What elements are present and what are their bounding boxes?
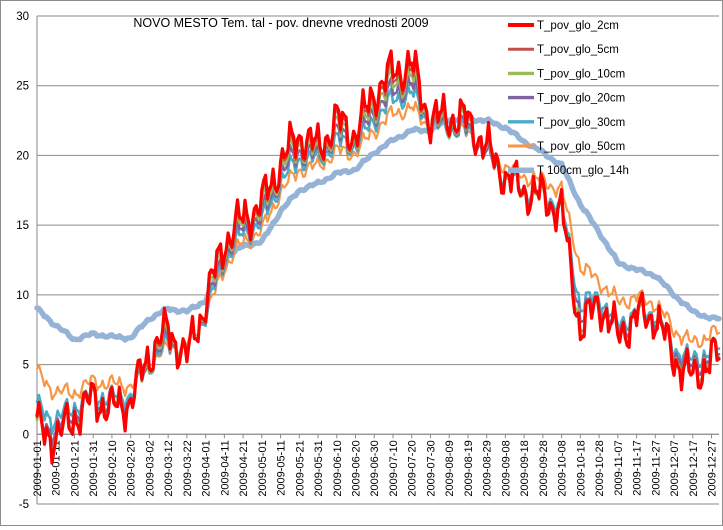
- legend-label: T_pov_glo_20cm: [537, 93, 625, 105]
- series-lines: [34, 49, 722, 465]
- series-line: [35, 49, 721, 465]
- legend: T_pov_glo_2cm T_pov_glo_5cm T_pov_glo_10cm…: [508, 20, 629, 177]
- y-tick-label: 25: [16, 81, 29, 93]
- legend-label: T 100cm_glo_14h: [537, 165, 629, 177]
- legend-label: T_pov_glo_50cm: [537, 141, 625, 153]
- x-tick-label: 2009-01-01: [32, 440, 44, 496]
- x-tick-label: 2009-12-07: [669, 440, 681, 496]
- x-tick-label: 2009-03-12: [163, 440, 175, 496]
- x-tick-label: 2009-09-28: [538, 440, 550, 496]
- x-tick-label: 2009-04-11: [219, 440, 231, 495]
- series-line: [34, 114, 722, 343]
- x-tick-label: 2009-11-07: [613, 440, 625, 495]
- x-tick-label: 2009-12-27: [707, 440, 719, 496]
- x-tick-label: 2009-11-17: [632, 440, 644, 495]
- x-tick-label: 2009-08-29: [482, 440, 494, 496]
- x-tick-label: 2009-03-02: [144, 440, 156, 496]
- y-tick-label: 0: [23, 429, 29, 441]
- chart-title: NOVO MESTO Tem. tal - pov. dnevne vredno…: [133, 16, 428, 30]
- y-tick-label: 30: [16, 11, 29, 23]
- x-tick-label: 2009-02-10: [107, 440, 119, 496]
- x-tick-label: 2009-10-28: [594, 440, 606, 496]
- x-tick-label: 2009-09-08: [500, 440, 512, 496]
- x-tick-label: 2009-07-30: [425, 440, 437, 496]
- x-tick-label: 2009-05-31: [313, 440, 325, 496]
- x-tick-label: 2009-01-21: [69, 440, 81, 496]
- x-tick-label: 2009-07-10: [388, 440, 400, 496]
- y-tick-label: 5: [23, 360, 29, 372]
- x-tick-label: 2009-08-09: [444, 440, 456, 496]
- legend-label: T_pov_glo_10cm: [537, 68, 625, 80]
- x-tick-label: 2009-04-21: [238, 440, 250, 496]
- x-tick-label: 2009-10-08: [557, 440, 569, 496]
- x-tick-label: 2009-07-20: [407, 440, 419, 496]
- x-tick-label: 2009-05-01: [257, 440, 269, 496]
- x-tick-label: 2009-05-11: [276, 440, 288, 495]
- legend-label: T_pov_glo_30cm: [537, 117, 625, 129]
- x-tick-label: 2009-06-30: [369, 440, 381, 496]
- x-tick-label: 2009-05-21: [294, 440, 306, 496]
- x-tick-label: 2009-04-01: [201, 440, 213, 496]
- x-tick-label: 2009-01-31: [88, 440, 100, 496]
- x-tick-label: 2009-11-27: [650, 440, 662, 495]
- x-tick-label: 2009-10-18: [575, 440, 587, 496]
- y-tick-label: 20: [16, 150, 29, 162]
- y-tick-label: 15: [16, 220, 29, 232]
- y-tick-label: 10: [16, 290, 29, 302]
- x-tick-label: 2009-06-10: [332, 440, 344, 496]
- x-tick-label: 2009-06-20: [351, 440, 363, 496]
- x-tick-label: 2009-12-17: [688, 440, 700, 496]
- x-tick-label: 2009-03-22: [182, 440, 194, 496]
- x-tick-label: 2009-09-18: [519, 440, 531, 496]
- legend-label: T_pov_glo_5cm: [537, 44, 619, 56]
- x-tick-label: 2009-08-19: [463, 440, 475, 496]
- legend-label: T_pov_glo_2cm: [537, 20, 619, 32]
- y-tick-label: -5: [19, 499, 29, 511]
- x-tick-label: 2009-02-20: [126, 440, 138, 496]
